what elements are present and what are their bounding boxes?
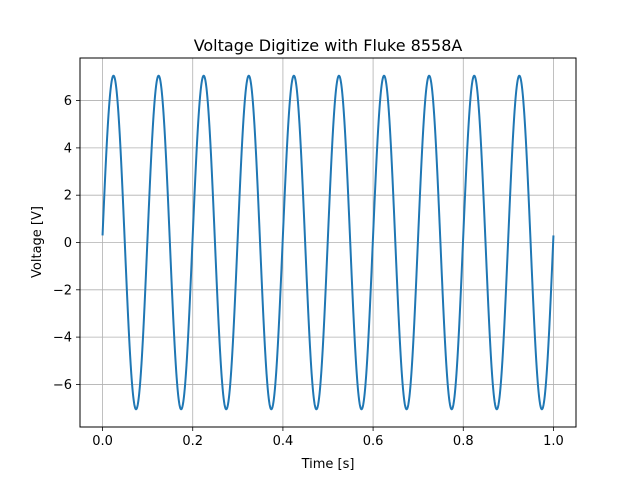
y-tick-label: 6: [64, 94, 72, 109]
series-layer: [101, 74, 555, 411]
y-tick-label: −6: [53, 378, 72, 393]
y-axis-label: Voltage [V]: [30, 206, 45, 278]
y-tick-label: −2: [53, 283, 72, 298]
voltage-series-line: [101, 74, 555, 411]
x-axis-label: Time [s]: [301, 457, 355, 472]
x-tick-label: 1.0: [543, 434, 564, 449]
x-tick-label: 0.2: [182, 434, 203, 449]
y-tick-label: 0: [64, 236, 72, 251]
x-tick-label: 0.6: [363, 434, 384, 449]
x-axis: 0.0 0.2 0.4 0.6 0.8 1.0: [92, 427, 564, 449]
y-axis: −6 −4 −2 0 2 4 6: [53, 94, 80, 393]
y-tick-label: 2: [64, 189, 72, 204]
chart-title: Voltage Digitize with Fluke 8558A: [194, 36, 463, 55]
y-tick-label: −4: [53, 331, 72, 346]
x-tick-label: 0.0: [92, 434, 113, 449]
x-tick-label: 0.4: [273, 434, 294, 449]
y-tick-label: 4: [64, 141, 72, 156]
x-tick-label: 0.8: [453, 434, 474, 449]
